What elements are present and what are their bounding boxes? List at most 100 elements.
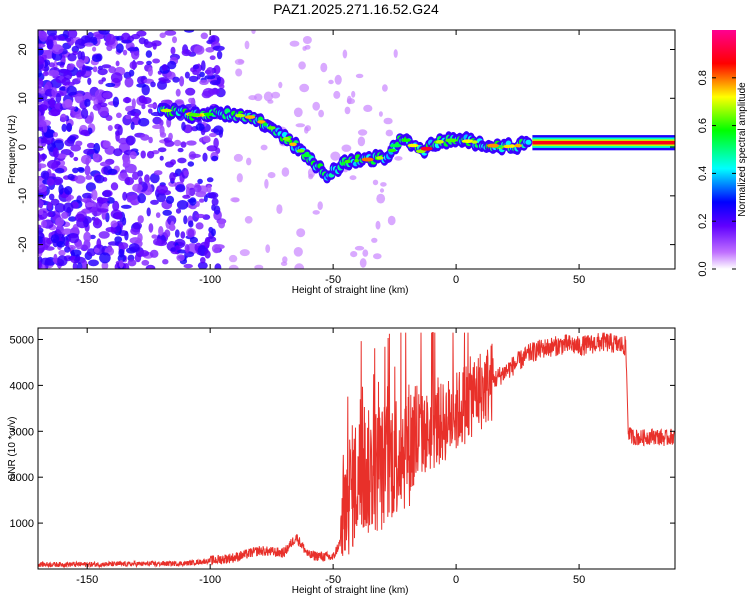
heatmap-cell	[57, 255, 68, 267]
heatmap-cell	[54, 167, 65, 174]
heatmap-cell	[87, 77, 92, 86]
heatmap-cell	[53, 132, 58, 138]
heatmap-cell	[278, 81, 283, 89]
heatmap-cell	[188, 75, 199, 83]
colorbar-tick-label: 0.6	[697, 118, 709, 133]
heatmap-cell	[202, 152, 208, 162]
heatmap-cell	[264, 178, 269, 189]
heatmap-cell	[211, 155, 219, 162]
heatmap-cell	[137, 193, 146, 204]
heatmap-cell	[92, 46, 97, 52]
x-tick-label: -150	[76, 574, 98, 586]
heatmap-cell	[115, 60, 120, 67]
heatmap-cell	[112, 96, 119, 108]
heatmap-cell	[55, 92, 62, 103]
heatmap-cell	[46, 39, 54, 50]
heatmap-cell	[96, 238, 102, 250]
y-tick-label: 2000	[10, 472, 34, 484]
heatmap-cell	[127, 259, 137, 267]
heatmap-cell	[58, 184, 64, 195]
heatmap-cell	[106, 197, 115, 204]
heatmap-cell	[228, 254, 238, 263]
heatmap-cell	[46, 211, 54, 218]
heatmap-cell	[394, 156, 403, 161]
heatmap-cell	[362, 249, 369, 257]
heatmap-cell	[246, 157, 252, 166]
heatmap-cell	[188, 113, 201, 117]
colorbar-axis: 0.0 0.2 0.4 0.6 0.8 Normalized spectral ampli…	[697, 70, 748, 276]
x-axis-title: Height of straight line (km)	[292, 285, 409, 296]
heatmap-cell	[67, 53, 77, 62]
x-tick-label: -50	[325, 274, 341, 286]
heatmap-cell	[162, 259, 169, 265]
heatmap-cell	[97, 68, 108, 76]
heatmap-cell	[357, 129, 368, 136]
heatmap-cell	[211, 197, 219, 206]
snr-frame	[37, 327, 676, 570]
heatmap-cell	[53, 253, 58, 264]
heatmap-cell	[514, 143, 522, 148]
heatmap-cell	[101, 64, 112, 69]
heatmap-cell	[97, 208, 109, 213]
heatmap-cell	[146, 207, 151, 217]
heatmap-cell	[206, 67, 215, 77]
heatmap-cell	[108, 66, 117, 74]
heatmap-cell	[170, 46, 176, 55]
heatmap-cell	[129, 151, 137, 160]
heatmap-cell	[65, 196, 72, 202]
heatmap-cell	[401, 138, 411, 142]
heatmap-cell	[116, 43, 124, 54]
heatmap-cell	[63, 70, 73, 81]
x-tick-label: -150	[76, 274, 98, 286]
heatmap-cell	[344, 159, 351, 164]
heatmap-cell	[357, 136, 366, 147]
heatmap-cell	[84, 98, 91, 107]
heatmap-cell	[66, 85, 77, 96]
heatmap-cell	[64, 99, 73, 108]
heatmap-cell	[213, 137, 219, 149]
heatmap-cell	[195, 201, 200, 207]
snr-series	[38, 332, 675, 569]
heatmap-cell	[141, 97, 152, 104]
heatmap-cell	[70, 144, 82, 152]
heatmap-cell	[83, 231, 92, 243]
heatmap-cell	[63, 202, 74, 213]
heatmap-cell	[156, 192, 167, 203]
heatmap-cell	[124, 77, 134, 88]
heatmap-cell	[304, 125, 311, 132]
heatmap-cell	[114, 212, 122, 220]
heatmap-cell	[159, 119, 164, 127]
heatmap-cell	[157, 147, 167, 153]
heatmap-cell	[131, 48, 140, 60]
heatmap-cell	[137, 215, 144, 224]
heatmap-cell	[267, 172, 276, 179]
heatmap-cell	[53, 35, 65, 41]
heatmap-cell	[184, 244, 190, 254]
heatmap-cell	[296, 228, 306, 238]
heatmap-cell	[106, 44, 113, 52]
heatmap-cell	[54, 203, 66, 213]
heatmap-cell	[193, 184, 202, 193]
heatmap-cell	[83, 148, 95, 155]
heatmap-cell	[206, 145, 218, 152]
heatmap-cell	[170, 221, 175, 230]
heatmap-cell	[110, 182, 119, 191]
heatmap-cell	[208, 226, 214, 233]
heatmap-cell	[182, 194, 191, 199]
heatmap-cell	[131, 98, 136, 109]
heatmap-cell	[170, 159, 176, 166]
heatmap-cell	[47, 159, 59, 169]
heatmap-cell	[162, 209, 172, 216]
heatmap-cell	[38, 260, 42, 269]
heatmap-cell	[94, 174, 105, 184]
heatmap-cell	[175, 184, 186, 193]
heatmap-cell	[136, 83, 147, 88]
heatmap-cell	[56, 241, 66, 248]
heatmap-cells	[38, 30, 675, 269]
heatmap-cell	[132, 183, 143, 193]
heatmap-cell	[130, 121, 135, 130]
y-tick-label: 0	[17, 144, 29, 150]
heatmap-cell	[235, 68, 243, 77]
heatmap-cell	[84, 165, 91, 176]
heatmap-cell	[141, 104, 146, 110]
